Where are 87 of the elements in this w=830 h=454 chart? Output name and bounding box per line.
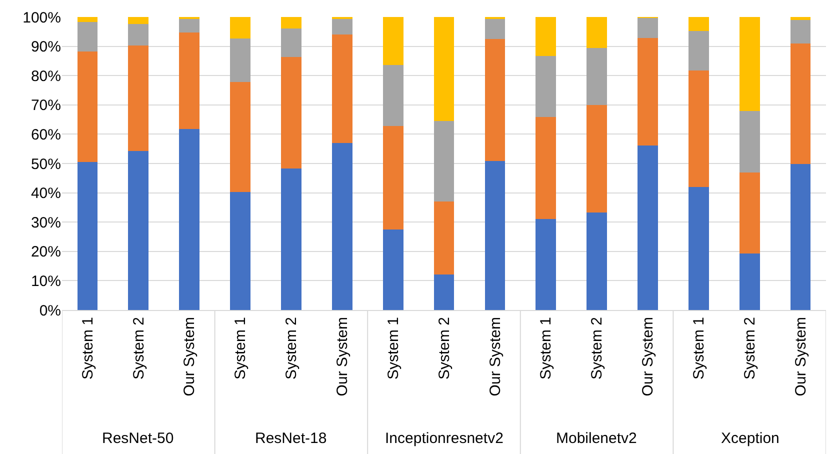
bar — [332, 142, 352, 310]
bar — [638, 145, 658, 310]
text: Mobilenetv2 — [556, 430, 637, 447]
y-tick-label: 0% — [39, 302, 61, 320]
x-tick-label: System 1 — [79, 317, 96, 380]
bar — [128, 151, 149, 310]
bar — [77, 162, 98, 310]
bar — [77, 22, 98, 52]
bar — [281, 57, 302, 168]
y-tick-label: 30% — [30, 214, 61, 232]
bar — [434, 17, 454, 122]
bar — [434, 121, 454, 202]
y-tick-label: 90% — [30, 38, 61, 56]
bar — [790, 17, 811, 20]
bar — [382, 65, 404, 126]
x-tick-label: Our System — [486, 317, 504, 396]
bar — [128, 17, 149, 24]
bar — [128, 24, 149, 46]
bar — [179, 128, 200, 310]
bar — [281, 168, 302, 310]
x-tick-label: Our System — [334, 317, 352, 396]
x-tick-label: Our System — [181, 317, 198, 396]
bar — [536, 17, 556, 56]
x-tick-label: System 1 — [538, 317, 555, 380]
bar — [434, 274, 454, 310]
bar — [281, 28, 302, 58]
bar — [586, 48, 607, 106]
bar — [739, 172, 760, 254]
bar — [536, 56, 556, 117]
x-tick-label: System 2 — [283, 317, 300, 380]
y-tick-label: 60% — [30, 126, 61, 144]
x-tick-label: System 2 — [741, 317, 758, 380]
y-tick-label: 70% — [30, 97, 61, 114]
bar — [332, 18, 352, 35]
bar — [739, 254, 760, 310]
y-tick-label: 50% — [30, 156, 61, 173]
text: Inceptionresnetv2 — [385, 430, 504, 447]
bar — [586, 17, 607, 48]
bar — [790, 20, 811, 44]
bar — [484, 38, 506, 161]
bar — [77, 17, 98, 22]
bar — [77, 51, 98, 162]
text: ResNet-50 — [102, 430, 174, 447]
bar — [230, 82, 250, 192]
bar — [790, 43, 811, 164]
y-tick-label: 80% — [30, 68, 61, 85]
bar — [536, 116, 556, 219]
bar — [536, 218, 556, 310]
bar — [739, 17, 760, 111]
bar — [382, 17, 404, 66]
bar — [230, 192, 250, 310]
bar — [638, 18, 658, 38]
bar — [484, 160, 506, 310]
y-tick-label: 20% — [30, 244, 61, 261]
x-tick-label: System 2 — [130, 317, 148, 380]
text: ResNet-18 — [255, 430, 327, 447]
bar — [586, 212, 607, 310]
x-tick-label: System 1 — [384, 317, 402, 380]
bar — [179, 18, 200, 33]
x-tick-label: System 1 — [232, 317, 250, 380]
bar — [586, 105, 607, 213]
x-tick-label: System 1 — [690, 317, 708, 380]
bar — [332, 34, 352, 143]
bar — [739, 110, 760, 173]
bar — [688, 17, 709, 32]
text: Xception — [721, 430, 780, 447]
bar — [281, 17, 302, 29]
bar — [128, 45, 149, 152]
bar — [230, 38, 250, 82]
bar — [638, 38, 658, 146]
bar — [382, 230, 404, 310]
bar — [230, 17, 250, 39]
y-tick-label: 40% — [30, 185, 61, 202]
x-tick-label: System 2 — [436, 317, 453, 380]
bar — [688, 31, 709, 71]
bar — [382, 126, 404, 230]
y-tick-label: 100% — [22, 9, 61, 26]
bar — [688, 187, 709, 310]
x-tick-label: Our System — [640, 317, 657, 396]
bar — [434, 202, 454, 274]
bar — [484, 18, 506, 39]
bar — [179, 32, 200, 129]
x-tick-label: Our System — [792, 317, 810, 396]
bar — [688, 70, 709, 188]
bar — [790, 164, 811, 310]
x-tick-label: System 2 — [588, 317, 606, 380]
y-tick-label: 10% — [30, 272, 61, 290]
